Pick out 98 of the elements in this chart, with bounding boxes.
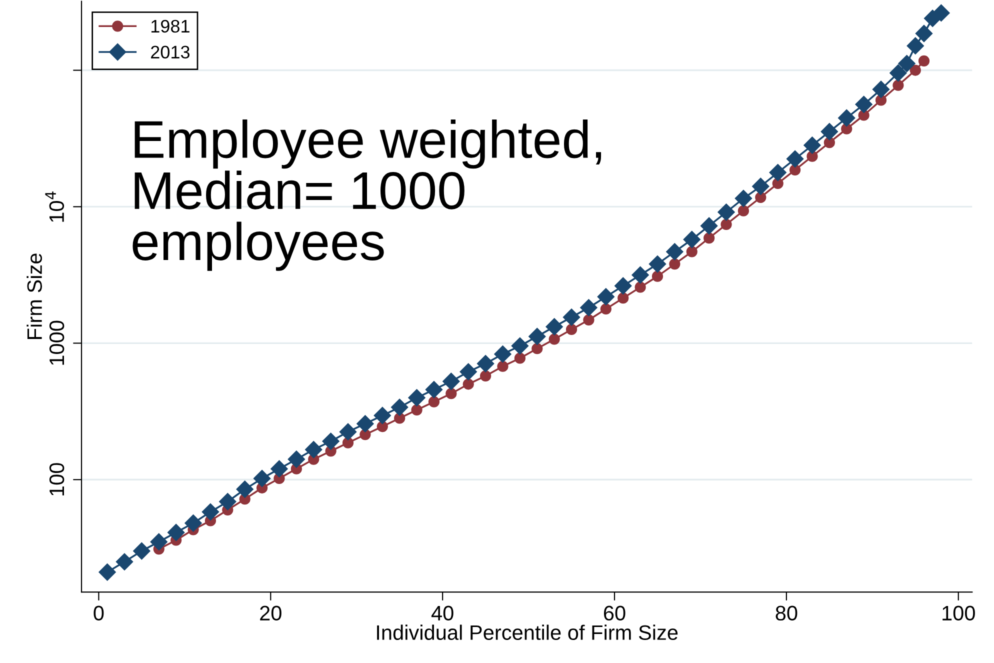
point bbox=[562, 308, 580, 326]
point bbox=[618, 292, 629, 304]
point bbox=[855, 96, 872, 113]
point bbox=[669, 258, 680, 270]
y-axis-title: Firm Size bbox=[26, 254, 42, 339]
point bbox=[339, 423, 357, 440]
point bbox=[428, 396, 440, 408]
point bbox=[700, 217, 718, 234]
point bbox=[755, 192, 766, 203]
point bbox=[150, 533, 168, 550]
point bbox=[580, 299, 598, 316]
x-tick-label: 0 bbox=[94, 606, 104, 621]
point bbox=[752, 178, 770, 195]
point bbox=[460, 363, 477, 380]
point bbox=[597, 288, 614, 306]
point bbox=[494, 346, 512, 363]
point bbox=[184, 514, 202, 532]
point bbox=[442, 372, 460, 390]
x-tick-label: 20 bbox=[260, 606, 282, 621]
legend-label: 2013 bbox=[151, 46, 190, 59]
point bbox=[634, 282, 646, 293]
point bbox=[838, 109, 856, 127]
point bbox=[236, 480, 254, 498]
point bbox=[918, 55, 930, 67]
point bbox=[116, 553, 134, 570]
point bbox=[906, 37, 924, 54]
point bbox=[738, 205, 750, 216]
point bbox=[374, 406, 391, 424]
x-axis-title: Individual Percentile of Firm Size bbox=[377, 624, 678, 640]
point bbox=[202, 503, 220, 520]
point bbox=[875, 94, 887, 106]
point bbox=[446, 388, 457, 400]
point bbox=[514, 352, 526, 364]
point bbox=[824, 137, 835, 148]
x-tick-label: 60 bbox=[604, 606, 626, 621]
point bbox=[566, 324, 578, 336]
point bbox=[532, 343, 543, 354]
point bbox=[718, 204, 735, 221]
point bbox=[683, 230, 700, 248]
legend-label: 1981 bbox=[151, 20, 190, 33]
y-tick-label: 10$^{4}$ bbox=[45, 192, 64, 222]
point bbox=[858, 110, 870, 121]
point bbox=[892, 80, 904, 91]
point bbox=[480, 370, 492, 382]
point bbox=[769, 164, 786, 182]
y-tick-label: 1000 bbox=[49, 320, 64, 365]
point bbox=[546, 318, 563, 336]
x-tick-label: 100 bbox=[942, 606, 975, 621]
point bbox=[614, 277, 632, 294]
point bbox=[408, 389, 426, 406]
point bbox=[342, 437, 354, 448]
point bbox=[462, 378, 474, 390]
point bbox=[932, 4, 950, 22]
point bbox=[686, 246, 698, 258]
point bbox=[652, 270, 664, 282]
point bbox=[425, 381, 443, 398]
point bbox=[704, 232, 715, 244]
point bbox=[548, 334, 560, 345]
x-tick-label: 80 bbox=[776, 606, 798, 621]
point bbox=[477, 355, 494, 372]
point bbox=[253, 470, 271, 488]
point bbox=[411, 404, 422, 416]
point bbox=[910, 64, 921, 76]
point bbox=[666, 243, 684, 260]
point bbox=[915, 24, 933, 42]
point bbox=[872, 80, 890, 98]
point bbox=[98, 564, 116, 581]
point bbox=[720, 218, 732, 230]
point bbox=[270, 460, 288, 478]
point bbox=[632, 266, 649, 284]
y-tick-label: 100 bbox=[49, 463, 64, 496]
point bbox=[786, 150, 804, 168]
point bbox=[898, 54, 916, 72]
annotation: Employee weighted, Median= 1000 employees bbox=[132, 119, 602, 271]
point bbox=[133, 542, 150, 560]
point bbox=[583, 314, 594, 326]
point bbox=[511, 337, 528, 354]
point bbox=[168, 524, 185, 542]
point bbox=[376, 420, 388, 432]
point bbox=[497, 360, 508, 372]
point bbox=[820, 123, 838, 140]
point bbox=[600, 303, 612, 315]
point bbox=[305, 441, 322, 458]
point bbox=[841, 123, 852, 134]
point bbox=[288, 450, 305, 468]
point bbox=[391, 398, 408, 416]
point bbox=[789, 164, 801, 176]
x-tick-label: 40 bbox=[431, 606, 454, 621]
point bbox=[772, 178, 784, 190]
point bbox=[734, 190, 752, 207]
point bbox=[219, 493, 236, 510]
point bbox=[804, 136, 821, 154]
point bbox=[356, 415, 374, 432]
point bbox=[806, 150, 818, 162]
point bbox=[528, 328, 546, 346]
point bbox=[890, 64, 907, 82]
point bbox=[648, 256, 666, 273]
point bbox=[322, 432, 340, 450]
